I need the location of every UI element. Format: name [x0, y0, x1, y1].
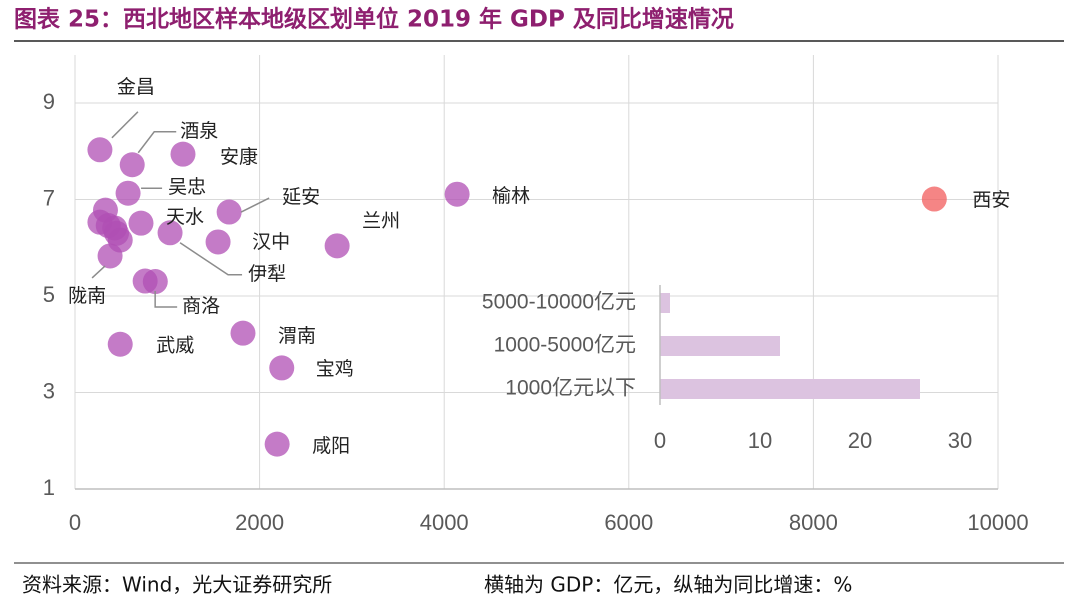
- leader-line: [154, 291, 178, 308]
- point-label: 榆林: [492, 185, 530, 207]
- point-label: 渭南: [278, 325, 316, 347]
- point: [444, 181, 470, 207]
- leader-line: [179, 242, 243, 276]
- bar: [660, 336, 780, 356]
- bar-category-label: 5000-10000亿元: [482, 291, 636, 314]
- bar: [660, 293, 670, 313]
- point-label: 酒泉: [180, 120, 218, 142]
- y-tick-label: 3: [43, 378, 55, 403]
- x-tick-label: 10000: [967, 510, 1028, 535]
- y-tick-label: 7: [43, 185, 55, 210]
- point: [119, 152, 145, 178]
- point-label: 延安: [282, 186, 320, 208]
- bar-x-tick-label: 20: [848, 428, 872, 453]
- point: [128, 210, 154, 236]
- y-tick-label: 9: [43, 89, 55, 114]
- point: [205, 229, 231, 255]
- point: [324, 233, 350, 259]
- point: [921, 186, 947, 212]
- point-label: 汉中: [252, 231, 290, 253]
- x-tick-label: 8000: [789, 510, 838, 535]
- point-label: 天水: [166, 206, 204, 228]
- point-label: 宝鸡: [316, 358, 354, 380]
- bar-category-label: 1000-5000亿元: [494, 334, 636, 357]
- bar-x-tick-label: 0: [654, 428, 666, 453]
- x-tick-label: 6000: [604, 510, 653, 535]
- point-label: 商洛: [182, 295, 220, 317]
- point-label: 兰州: [362, 210, 400, 232]
- bar-category-label: 1000亿元以下: [505, 377, 636, 400]
- point: [216, 199, 242, 225]
- point-label: 武威: [156, 334, 194, 356]
- point: [115, 180, 141, 206]
- y-tick-label: 1: [43, 475, 55, 500]
- point-label: 吴忠: [168, 176, 206, 198]
- x-tick-label: 0: [69, 510, 81, 535]
- point: [107, 331, 133, 357]
- point-label: 陇南: [68, 285, 106, 307]
- point-label: 金昌: [117, 76, 155, 98]
- point: [157, 220, 183, 246]
- bar: [660, 379, 920, 399]
- point: [269, 355, 295, 381]
- point: [264, 431, 290, 457]
- point: [104, 220, 130, 246]
- leader-line: [111, 111, 139, 139]
- point: [142, 269, 168, 295]
- y-tick-label: 5: [43, 282, 55, 307]
- leader-line: [240, 197, 270, 213]
- point-label: 咸阳: [312, 435, 350, 457]
- point-label: 西安: [972, 189, 1010, 211]
- point-label: 安康: [220, 146, 258, 168]
- point: [170, 141, 196, 167]
- x-tick-label: 2000: [235, 510, 284, 535]
- bar-x-tick-label: 10: [748, 428, 772, 453]
- source: 资料来源：Wind，光大证券研究所: [22, 573, 332, 597]
- note: 横轴为 GDP：亿元，纵轴为同比增速：%: [484, 573, 852, 597]
- point-label: 伊犁: [248, 263, 286, 285]
- bar-x-tick-label: 30: [948, 428, 972, 453]
- leader-line: [91, 265, 106, 279]
- point: [230, 320, 256, 346]
- title: 图表 25：西北地区样本地级区划单位 2019 年 GDP 及同比增速情况: [14, 6, 734, 33]
- point: [87, 137, 113, 163]
- x-tick-label: 4000: [420, 510, 469, 535]
- leader-line: [137, 131, 177, 154]
